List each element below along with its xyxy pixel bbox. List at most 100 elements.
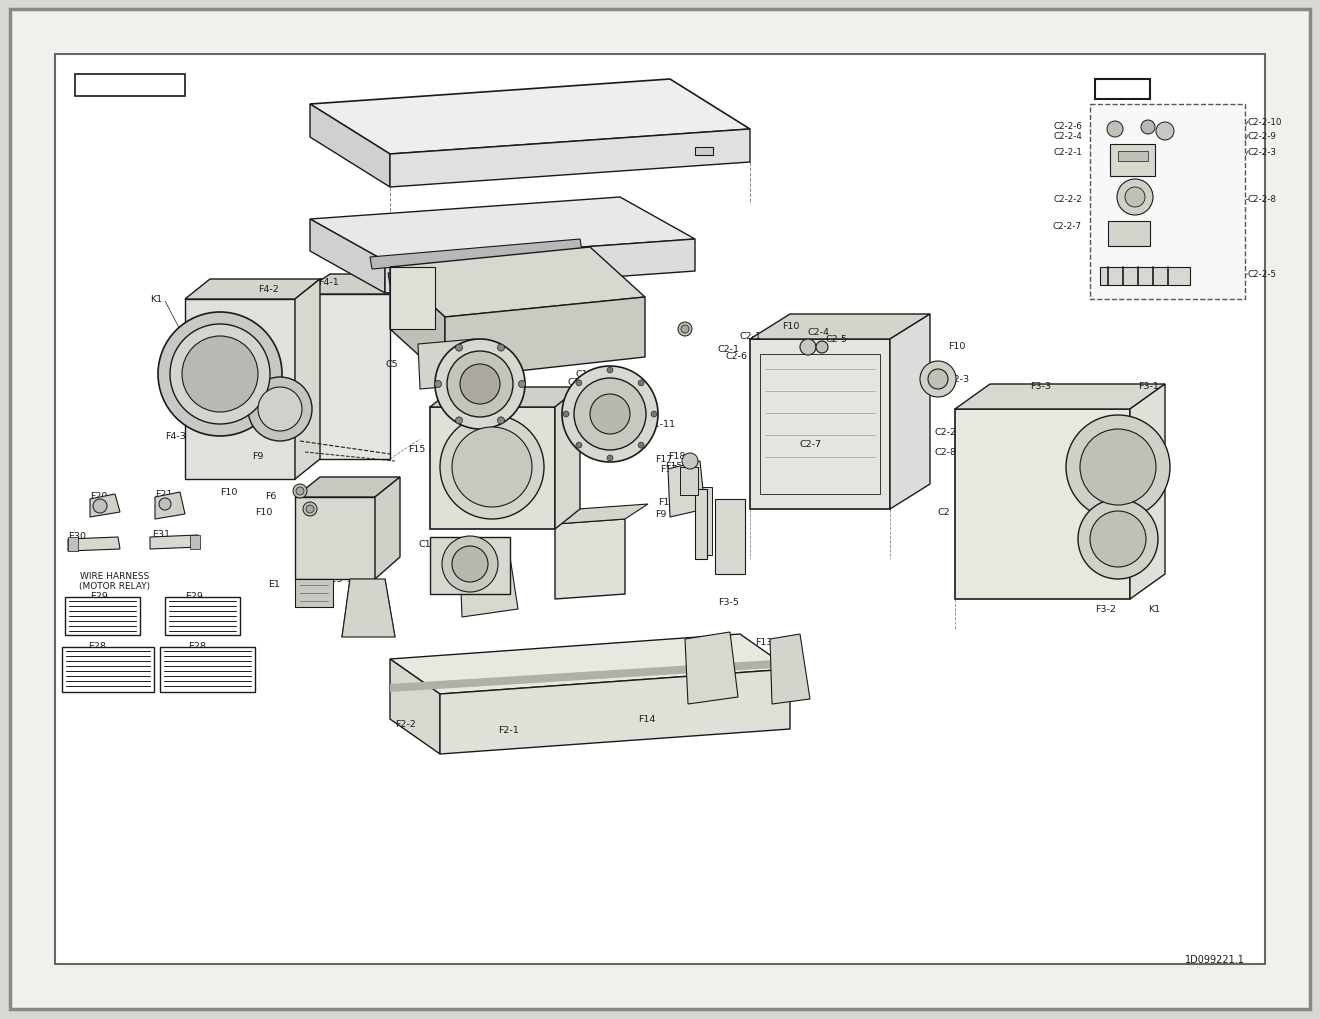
Circle shape <box>1140 121 1155 135</box>
Text: 1D099221.1: 1D099221.1 <box>1185 954 1245 964</box>
Circle shape <box>293 484 308 498</box>
Text: F20: F20 <box>90 491 107 500</box>
Bar <box>165 597 240 636</box>
Polygon shape <box>1130 384 1166 599</box>
Polygon shape <box>685 633 738 704</box>
Circle shape <box>92 499 107 514</box>
Text: C2-4: C2-4 <box>808 328 830 336</box>
Circle shape <box>681 326 689 333</box>
Text: F16: F16 <box>657 497 676 506</box>
Circle shape <box>576 442 582 448</box>
Text: F3-5: F3-5 <box>718 597 739 606</box>
Text: F19: F19 <box>702 158 719 167</box>
Polygon shape <box>418 339 480 389</box>
Circle shape <box>434 381 441 388</box>
Polygon shape <box>954 384 1166 410</box>
Circle shape <box>564 412 569 418</box>
Circle shape <box>651 412 657 418</box>
Circle shape <box>498 344 504 352</box>
Bar <box>294 580 333 607</box>
Text: C1-11: C1-11 <box>648 420 676 429</box>
Polygon shape <box>750 315 931 339</box>
Circle shape <box>1078 499 1158 580</box>
Text: C2-2-8: C2-2-8 <box>1247 195 1276 204</box>
Bar <box>1100 268 1191 285</box>
Text: F15: F15 <box>665 462 682 471</box>
Polygon shape <box>310 105 389 187</box>
Circle shape <box>158 498 172 511</box>
Text: F18: F18 <box>668 451 685 461</box>
Bar <box>700 487 711 555</box>
Polygon shape <box>554 504 648 525</box>
Text: F2-2: F2-2 <box>395 719 416 729</box>
Polygon shape <box>185 300 294 480</box>
Polygon shape <box>294 497 375 580</box>
Text: E1: E1 <box>268 580 280 588</box>
Text: F14: F14 <box>638 714 655 723</box>
Circle shape <box>451 428 532 507</box>
Text: C2-1: C2-1 <box>718 344 741 354</box>
Text: K1: K1 <box>150 294 162 304</box>
Polygon shape <box>310 198 696 262</box>
Polygon shape <box>294 280 319 480</box>
Circle shape <box>920 362 956 397</box>
Bar <box>62 647 154 692</box>
Circle shape <box>574 379 645 450</box>
Text: C4: C4 <box>388 289 401 299</box>
Text: E31: E31 <box>152 530 170 538</box>
Bar <box>1110 145 1155 177</box>
Circle shape <box>304 502 317 517</box>
Text: E30: E30 <box>69 532 86 540</box>
Bar <box>715 499 744 575</box>
Polygon shape <box>375 478 400 580</box>
Polygon shape <box>389 268 436 330</box>
Text: F1-1: F1-1 <box>310 228 331 236</box>
Polygon shape <box>385 239 696 293</box>
Text: F3-1: F3-1 <box>1138 382 1159 390</box>
Polygon shape <box>185 280 319 300</box>
Polygon shape <box>430 408 554 530</box>
Text: SINGLE UNITS: SINGLE UNITS <box>94 78 166 89</box>
Polygon shape <box>430 387 579 408</box>
Circle shape <box>170 325 271 425</box>
Circle shape <box>296 487 304 495</box>
Text: F4-1: F4-1 <box>318 278 339 286</box>
Text: F5: F5 <box>595 239 606 249</box>
Polygon shape <box>310 220 385 293</box>
Polygon shape <box>554 520 624 599</box>
Polygon shape <box>430 444 470 494</box>
Bar <box>680 468 698 495</box>
Bar <box>760 355 880 494</box>
Polygon shape <box>554 387 579 530</box>
Polygon shape <box>389 659 789 692</box>
Text: F4-2: F4-2 <box>257 284 279 293</box>
Circle shape <box>455 418 462 425</box>
Text: C2-2: C2-2 <box>935 428 957 436</box>
Circle shape <box>498 418 504 425</box>
Text: C1.9: C1.9 <box>532 399 553 409</box>
Circle shape <box>447 352 513 418</box>
Text: F15: F15 <box>408 444 425 453</box>
Text: F13: F13 <box>325 575 342 584</box>
Text: F21: F21 <box>154 489 173 498</box>
Text: E28: E28 <box>88 641 106 650</box>
Text: F9: F9 <box>252 451 264 461</box>
Bar <box>1118 152 1148 162</box>
Text: C2-5: C2-5 <box>825 334 847 343</box>
Text: C2-2: C2-2 <box>1107 83 1137 93</box>
Circle shape <box>682 453 698 470</box>
Circle shape <box>248 378 312 441</box>
Polygon shape <box>150 535 201 549</box>
Circle shape <box>158 313 282 436</box>
Text: C2-2-3: C2-2-3 <box>1247 148 1276 157</box>
Text: C2-2-6: C2-2-6 <box>1053 122 1082 130</box>
Text: F6: F6 <box>265 491 276 500</box>
Text: C1.3: C1.3 <box>480 522 502 531</box>
Circle shape <box>638 380 644 386</box>
Polygon shape <box>388 256 601 285</box>
Circle shape <box>519 381 525 388</box>
Text: F10: F10 <box>948 341 965 351</box>
Circle shape <box>436 339 525 430</box>
Text: E29: E29 <box>90 591 108 600</box>
Bar <box>65 597 140 636</box>
